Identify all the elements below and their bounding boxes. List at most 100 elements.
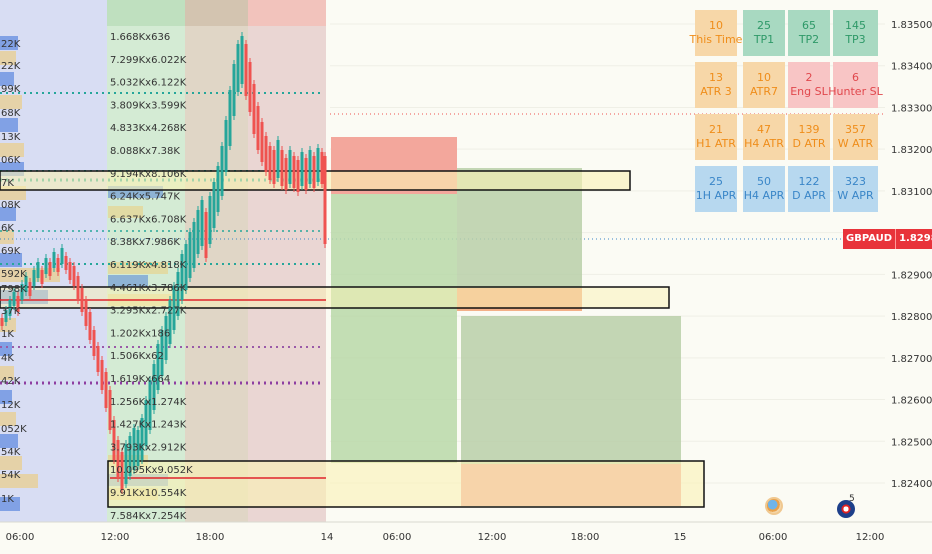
candle-body <box>180 254 184 300</box>
candle-body <box>36 262 40 278</box>
zone-green-3 <box>461 316 681 464</box>
time-axis[interactable]: 06:00 12:00 18:00 14 06:00 12:00 18:00 15 06:00 1… <box>6 532 885 543</box>
candle-body <box>184 244 188 290</box>
volume-profile-labels: 1.668Kx636 7.299Kx6.022K 5.032Kx6.122K 3.80… <box>110 32 193 545</box>
box-level-middle[interactable] <box>0 286 670 309</box>
candle-body <box>104 372 108 408</box>
stats-tile-value: 122 <box>798 175 820 188</box>
event-count-badge: 5 <box>849 494 855 504</box>
session-band-ny-top <box>248 0 326 26</box>
stats-tile-value: 25 <box>709 175 723 188</box>
stats-tile: 6 Hunter SL <box>828 62 883 108</box>
volume-label: 1.427Kx1.243K <box>110 420 187 431</box>
stats-tile-value: 10 <box>757 71 771 84</box>
volume-label: 6.637Kx6.708K <box>110 214 187 225</box>
stats-tile-label: W ATR <box>837 137 874 150</box>
stats-tile-label: ATR7 <box>749 85 779 98</box>
stats-tile-label: TP2 <box>798 33 820 46</box>
candle-body <box>88 312 92 340</box>
time-tick-label: 18:00 <box>196 532 225 543</box>
candle-body <box>256 106 260 150</box>
candle-body <box>8 300 12 316</box>
stats-tile-label: TP3 <box>845 33 866 46</box>
stats-tile-value: 47 <box>757 123 771 136</box>
volume-profile-bar <box>0 253 22 267</box>
flag-earth-icon[interactable] <box>765 497 783 515</box>
candle-body <box>244 44 248 96</box>
candle-body <box>64 256 68 270</box>
candle-body <box>323 156 327 244</box>
stats-tile-label: H4 ATR <box>744 137 784 150</box>
candle-body <box>188 232 192 278</box>
candle-body <box>172 286 176 330</box>
stats-tile: 139 D ATR <box>788 114 830 160</box>
time-tick-label: 06:00 <box>6 532 35 543</box>
volume-profile-bar <box>0 72 14 86</box>
volume-label: 7.299Kx6.022K <box>110 55 187 66</box>
stats-tile-label: W APR <box>837 189 874 202</box>
stats-tile-value: 25 <box>757 19 771 32</box>
price-tick-label: 1.82400 <box>891 479 932 490</box>
candle-body <box>204 212 208 258</box>
candle-body <box>148 380 152 430</box>
volume-label: 4.833Kx4.268K <box>110 123 187 134</box>
candle-body <box>52 252 56 268</box>
session-band-overlap-top <box>185 0 248 26</box>
left-edge-label: 6K <box>1 223 14 234</box>
candle-body <box>48 262 52 276</box>
stats-tile-value: 50 <box>757 175 771 188</box>
stats-tile: 25 TP1 <box>743 10 785 56</box>
candle-body <box>164 316 168 360</box>
left-edge-label: 08K <box>1 200 21 211</box>
candle-body <box>292 156 296 188</box>
box-level-lower[interactable] <box>107 460 705 508</box>
volume-label: 7.584Kx7.254K <box>110 511 187 522</box>
stats-tile-label: H4 APR <box>743 189 785 202</box>
volume-profile-bar <box>108 275 148 287</box>
symbol-label: GBPAUD <box>843 229 896 249</box>
candle-body <box>240 36 244 84</box>
stats-tile: 122 D APR <box>788 166 830 212</box>
stats-tile-value: 357 <box>845 123 866 136</box>
candle-body <box>128 436 132 476</box>
candle-body <box>284 158 288 190</box>
candle-body <box>220 146 224 196</box>
candle-body <box>280 150 284 186</box>
stats-tile-label: H1 ATR <box>696 137 736 150</box>
candle-body <box>168 300 172 344</box>
price-tick-label: 1.83300 <box>891 103 932 114</box>
price-axis-panel[interactable] <box>885 0 932 522</box>
left-edge-label: 54K <box>1 470 21 481</box>
left-edge-label: 592K <box>1 269 27 280</box>
candle-body <box>252 84 256 134</box>
volume-profile-bar <box>0 366 14 380</box>
candle-body <box>316 148 320 182</box>
flag-uk-icon[interactable] <box>837 500 855 518</box>
left-edge-label: 12K <box>1 400 21 411</box>
stats-tile: 21 H1 ATR <box>695 114 737 160</box>
candle-body <box>248 62 252 112</box>
volume-profile-bar <box>0 230 14 244</box>
candle-body <box>320 152 324 184</box>
volume-profile-bar <box>0 143 24 157</box>
stats-tile-label: Hunter SL <box>828 85 883 98</box>
last-price-tag: GBPAUD 1.82987 <box>843 229 932 249</box>
candle-body <box>76 276 80 300</box>
stats-tile: 10 This Time <box>690 10 742 56</box>
time-tick-label: 14 <box>321 532 334 543</box>
price-tick-label: 1.82500 <box>891 437 932 448</box>
time-axis-panel[interactable] <box>0 522 932 550</box>
candle-body <box>136 430 140 466</box>
left-edge-label: 13K <box>1 132 21 143</box>
price-tick-label: 1.83200 <box>891 145 932 156</box>
stats-tile-label: 1H APR <box>695 189 737 202</box>
stats-tile-value: 2 <box>805 71 813 84</box>
candle-body <box>100 360 104 390</box>
left-edge-label: 4K <box>1 353 14 364</box>
time-tick-label: 06:00 <box>383 532 412 543</box>
candle-body <box>228 90 232 146</box>
candle-body <box>72 266 76 286</box>
stats-tile: 47 H4 ATR <box>743 114 785 160</box>
